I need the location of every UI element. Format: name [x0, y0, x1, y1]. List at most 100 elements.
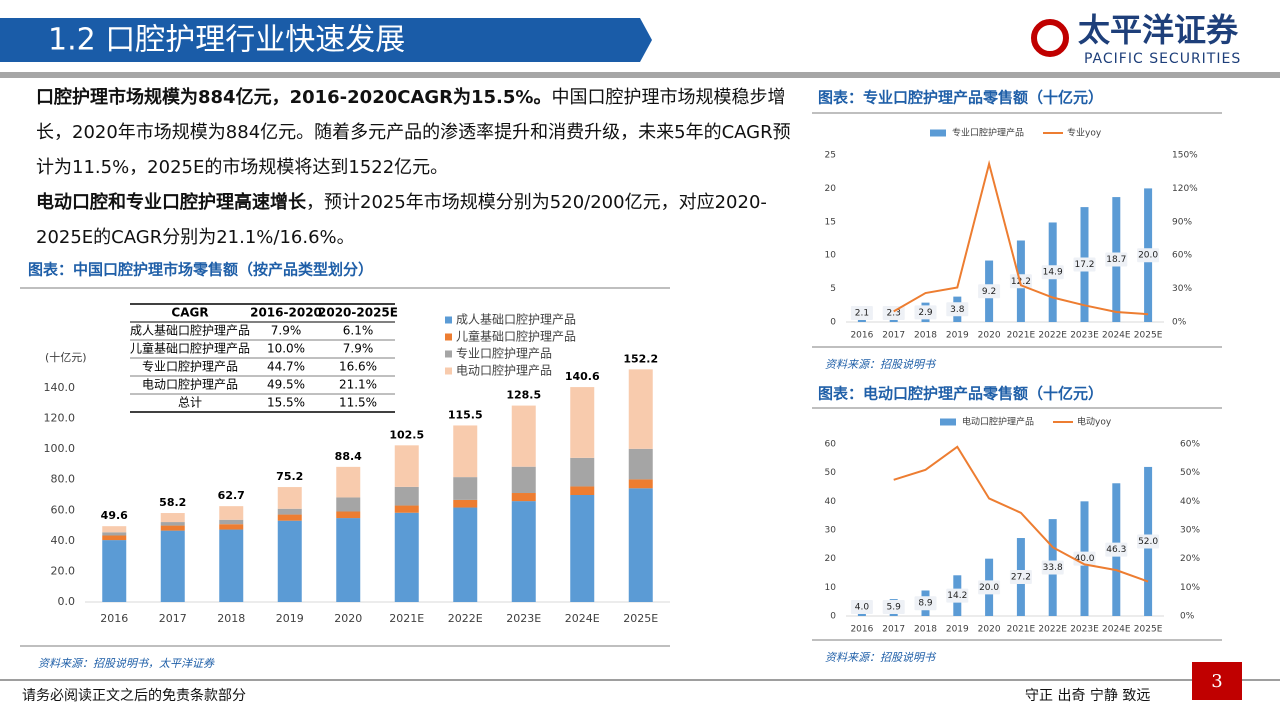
table-cell: 6.1% — [343, 324, 374, 338]
table-cell: 10.0% — [267, 342, 305, 356]
label-bg — [1137, 248, 1160, 263]
table-cell: 总计 — [178, 396, 202, 410]
chart-title: 图表：专业口腔护理产品零售额（十亿元） — [818, 89, 1103, 107]
x-tick-label: 2019 — [946, 331, 969, 341]
y-tick-label: 100.0 — [44, 442, 76, 455]
x-tick-label: 2020 — [334, 612, 362, 625]
legend-swatch — [930, 129, 946, 137]
bar-segment — [453, 477, 478, 500]
label-bg — [1009, 274, 1032, 289]
x-tick-label: 2023E — [1070, 625, 1099, 635]
table-cell: 儿童基础口腔护理产品 — [130, 341, 250, 356]
bar-segment — [453, 499, 478, 508]
bar-label: 14.9 — [1043, 268, 1063, 278]
bar-segment — [336, 518, 361, 602]
label-bg — [882, 306, 905, 320]
source-note: 资料来源：招股说明书 — [825, 651, 937, 664]
legend-label: 电动口腔护理产品 — [962, 416, 1034, 428]
bar-label: 14.2 — [947, 591, 967, 601]
source-note: 资料来源：招股说明书，太平洋证券 — [38, 657, 215, 670]
bar-label: 18.7 — [1106, 255, 1126, 265]
x-tick-label: 2018 — [217, 612, 245, 625]
x-tick-label: 2023E — [1070, 331, 1099, 341]
logo-icon — [1031, 19, 1069, 57]
x-tick-label: 2024E — [1102, 625, 1131, 635]
x-tick-label: 2021E — [1007, 331, 1036, 341]
y-tick-label: 30 — [825, 526, 837, 536]
bar-segment — [102, 540, 127, 602]
logo-text: 太平洋证券 — [1078, 11, 1239, 49]
footer-left: 请务必阅读正文之后的免责条款部分 — [22, 687, 246, 704]
table-cell: 电动口腔护理产品 — [142, 377, 238, 392]
table-cell: 49.5% — [267, 378, 305, 392]
bar-segment — [511, 493, 536, 502]
footer-right: 守正 出奇 宁静 致远 — [1025, 687, 1150, 704]
table-cell: 21.1% — [339, 378, 377, 392]
label-bg — [978, 580, 1001, 595]
bar-segment — [628, 448, 653, 480]
bar-segment — [160, 525, 185, 531]
total-label: 49.6 — [101, 509, 128, 522]
bar-label: 40.0 — [1074, 554, 1094, 564]
x-tick-label: 2019 — [276, 612, 304, 625]
y-tick-label: 20.0 — [51, 564, 76, 577]
label-bg — [850, 306, 873, 320]
y-tick-label: 20 — [825, 184, 837, 194]
paragraph-bold: 电动口腔和专业口腔护理高速增长 — [36, 192, 306, 213]
legend-label: 电动口腔护理产品 — [456, 363, 552, 378]
y-tick-label: 10 — [825, 583, 837, 593]
bar-segment — [394, 512, 419, 602]
total-label: 102.5 — [389, 428, 424, 441]
y2-tick-label: 50% — [1180, 468, 1200, 478]
table-header: 2016-2020 — [250, 306, 322, 320]
table-cell: 7.9% — [271, 324, 302, 338]
y-tick-label: 20 — [825, 554, 837, 564]
y2-tick-label: 150% — [1172, 151, 1198, 161]
bar-segment — [628, 369, 653, 449]
bar-segment — [160, 513, 185, 523]
y-tick-label: 0 — [830, 612, 836, 622]
chart-title: 图表：电动口腔护理产品零售额（十亿元） — [818, 385, 1103, 403]
legend-label: 专业口腔护理产品 — [952, 127, 1024, 139]
x-tick-label: 2018 — [914, 331, 937, 341]
total-label: 88.4 — [335, 450, 362, 463]
bar-segment — [511, 405, 536, 467]
total-label: 58.2 — [159, 496, 186, 509]
label-bg — [1105, 252, 1128, 267]
header-rule — [0, 72, 1280, 78]
yoy-line — [893, 159, 1149, 316]
label-bg — [1137, 534, 1160, 549]
table-cell: 成人基础口腔护理产品 — [130, 323, 250, 338]
bar-segment — [628, 488, 653, 602]
bar-label: 33.8 — [1043, 563, 1063, 573]
y-tick-label: 140.0 — [44, 381, 76, 394]
bar-segment — [336, 466, 361, 498]
table-cell: 11.5% — [339, 396, 377, 410]
legend-label: 儿童基础口腔护理产品 — [456, 329, 576, 344]
x-tick-label: 2024E — [1102, 331, 1131, 341]
bar-segment — [511, 501, 536, 602]
logo-en: PACIFIC SECURITIES — [1084, 51, 1241, 67]
bar-segment — [570, 387, 595, 458]
y2-tick-label: 40% — [1180, 497, 1200, 507]
x-tick-label: 2017 — [882, 625, 905, 635]
x-tick-label: 2025E — [1134, 625, 1163, 635]
page-number: 3 — [1211, 671, 1222, 692]
x-tick-label: 2016 — [100, 612, 128, 625]
bar-segment — [511, 466, 536, 494]
bar-label: 20.0 — [979, 583, 999, 593]
legend-label: 电动yoy — [1077, 416, 1112, 428]
bar-segment — [570, 486, 595, 495]
bar-segment — [570, 495, 595, 602]
bar-label: 46.3 — [1106, 545, 1126, 555]
y-tick-label: 40.0 — [51, 534, 76, 547]
y-tick-label: 120.0 — [44, 412, 76, 425]
legend-label: 专业yoy — [1067, 127, 1102, 139]
total-label: 152.2 — [623, 352, 658, 365]
y-tick-label: 60 — [825, 440, 837, 450]
bar-segment — [219, 506, 244, 520]
bar-label: 2.1 — [855, 309, 869, 319]
x-tick-label: 2025E — [1134, 331, 1163, 341]
